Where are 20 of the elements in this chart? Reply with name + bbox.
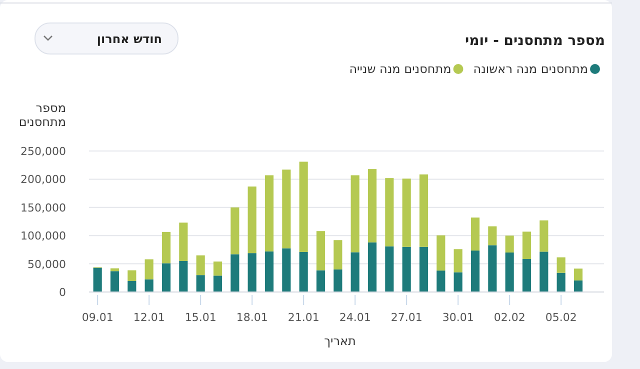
x-axis-title: תאריך	[324, 334, 356, 348]
y-axis-title: מספר מתחסנים	[18, 101, 66, 129]
chart-title: מספר מתחסנים - יומי	[465, 33, 605, 49]
x-tick-label: 05.02	[545, 311, 577, 324]
y-tick-label: 100,000	[20, 230, 66, 243]
x-tick-label: 30.01	[442, 311, 474, 324]
x-tick-label: 09.01	[82, 311, 114, 324]
x-tick-label: 02.02	[494, 311, 526, 324]
x-tick-label: 18.01	[236, 311, 268, 324]
x-tick-label: 27.01	[390, 311, 422, 324]
y-tick-label: 200,000	[20, 173, 66, 186]
dropdown: חודש אחרון	[34, 22, 178, 54]
x-tick-label: 15.01	[184, 311, 216, 324]
x-tick-label: 12.01	[133, 311, 165, 324]
x-tick-label: 21.01	[288, 311, 320, 324]
x-tick-label: 24.01	[339, 311, 371, 324]
y-tick-label: 250,000	[20, 145, 66, 158]
y-tick-label: 0	[59, 286, 66, 299]
y-tick-label: 150,000	[20, 201, 66, 214]
y-tick-label: 50,000	[28, 258, 66, 271]
